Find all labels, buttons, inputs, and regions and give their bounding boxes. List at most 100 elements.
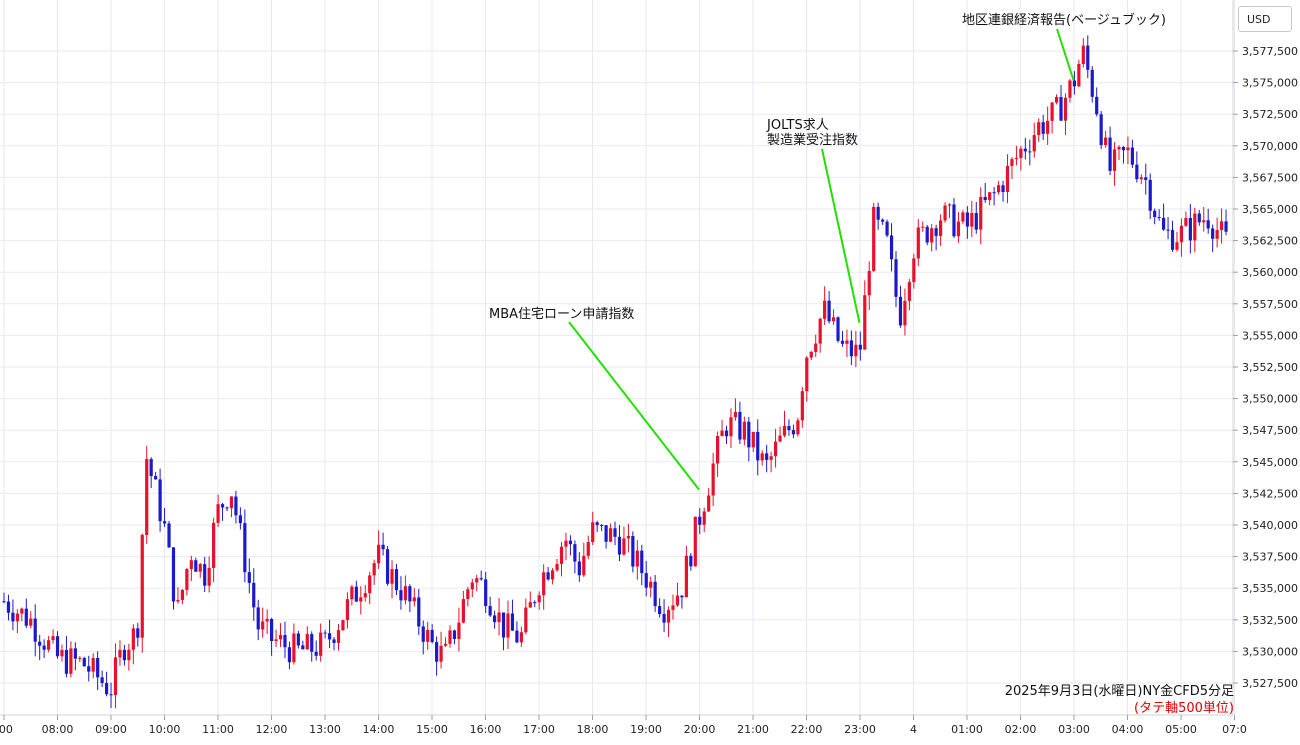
candle-body: [399, 590, 403, 601]
candle-body: [689, 555, 693, 567]
candle-body: [189, 560, 193, 570]
candle-body: [385, 549, 390, 584]
candle-body: [894, 259, 898, 297]
price-tick-label: 3,572,500: [1242, 108, 1298, 121]
candle-body: [961, 212, 965, 222]
candle-body: [711, 463, 715, 496]
candle-body: [252, 582, 256, 608]
candle-body: [773, 441, 778, 457]
annotation-line-mba: [568, 321, 700, 491]
time-tick-label: 22:00: [791, 723, 823, 736]
candle-body: [693, 516, 697, 567]
candle-body: [943, 205, 947, 221]
candle-body: [140, 534, 144, 638]
candle-body: [1077, 64, 1081, 87]
candle-body: [1028, 151, 1032, 153]
price-tick-label: 3,557,500: [1242, 298, 1298, 311]
price-tick-label: 3,535,000: [1242, 582, 1298, 595]
candle-body: [1188, 218, 1192, 241]
candle-body: [903, 300, 907, 326]
candle-body: [939, 220, 943, 236]
candle-body: [341, 620, 345, 631]
candle-body: [582, 555, 586, 576]
candle-body: [479, 578, 483, 580]
candle-body: [287, 647, 292, 663]
candle-body: [158, 479, 162, 522]
candle-body: [1197, 213, 1201, 223]
candle-body: [1126, 147, 1130, 151]
candle-body: [475, 578, 479, 583]
candle-body: [305, 634, 309, 650]
currency-selector[interactable]: USD: [1238, 6, 1292, 32]
candle-body: [854, 344, 858, 357]
time-tick-label: 09:00: [95, 723, 127, 736]
candle-body: [542, 572, 546, 596]
candle-body: [1104, 137, 1108, 146]
candle-body: [73, 648, 77, 659]
candle-body: [327, 633, 332, 640]
candle-body: [29, 618, 33, 626]
candle-body: [1005, 165, 1010, 192]
candle-body: [707, 495, 711, 512]
candle-body: [1139, 177, 1143, 180]
candle-body: [403, 586, 407, 601]
candle-body: [1184, 218, 1188, 226]
candle-body: [916, 227, 920, 259]
candle-body: [301, 645, 305, 650]
candle-body: [653, 581, 657, 607]
time-tick-label: 02:00: [1005, 723, 1037, 736]
candle-body: [1219, 221, 1224, 231]
price-tick-label: 3,527,500: [1242, 677, 1298, 690]
candle-body: [716, 436, 720, 464]
candle-body: [658, 606, 662, 615]
candle-body: [1206, 220, 1210, 229]
candle-body: [800, 391, 804, 421]
time-tick-label: 15:00: [416, 723, 448, 736]
candle-body: [274, 639, 278, 642]
candle-body: [203, 564, 207, 586]
candle-body: [1166, 229, 1170, 231]
candle-body: [742, 421, 746, 440]
candle-body: [1224, 221, 1228, 232]
candle-body: [747, 421, 751, 448]
candle-body: [974, 213, 978, 230]
candle-body: [354, 586, 358, 602]
candle-body: [238, 515, 242, 524]
candle-body: [836, 317, 840, 341]
candle-body: [840, 340, 845, 344]
candle-body: [33, 618, 37, 642]
price-tick-label: 3,565,000: [1242, 203, 1298, 216]
candle-body: [194, 560, 198, 572]
candle-body: [1054, 97, 1059, 103]
candle-body: [2, 601, 6, 603]
annotation-jolts-line1: JOLTS求人: [767, 118, 829, 133]
candle-body: [756, 431, 760, 461]
candle-body: [537, 595, 541, 603]
candle-body: [608, 528, 613, 542]
candle-body: [724, 430, 729, 437]
time-tick-label: 4: [910, 723, 917, 736]
candle-body: [1099, 114, 1103, 146]
candle-body: [568, 540, 573, 545]
candle-body: [319, 632, 323, 656]
candle-body: [82, 658, 86, 667]
price-tick-label: 3,530,000: [1242, 645, 1298, 658]
candle-body: [586, 542, 590, 556]
candle-body: [377, 544, 381, 564]
time-tick-label: 23:00: [844, 723, 876, 736]
candle-body: [443, 643, 448, 646]
candle-body: [809, 351, 813, 358]
candle-body: [390, 569, 394, 584]
time-tick-label: 13:00: [309, 723, 341, 736]
price-tick-label: 3,532,500: [1242, 614, 1298, 627]
candle-body: [1108, 137, 1112, 171]
candle-body: [212, 522, 216, 568]
candle-body: [461, 599, 465, 623]
annotation-beige-book: 地区連銀経済報告(ベージュブック): [962, 13, 1166, 28]
candle-body: [234, 496, 238, 516]
annotation-lines: [568, 28, 1075, 491]
candle-body: [1135, 164, 1139, 180]
candle-body: [898, 296, 903, 326]
candle-body: [849, 340, 853, 357]
candle-body: [947, 204, 952, 206]
